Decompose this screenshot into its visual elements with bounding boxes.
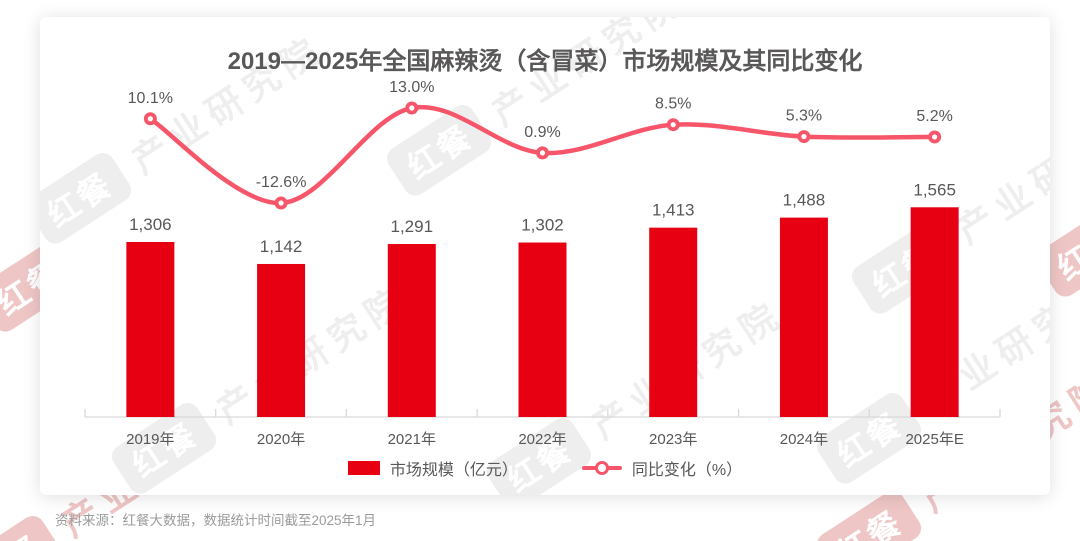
x-axis-label: 2022年 <box>518 431 566 448</box>
yoy-value-label: 8.5% <box>655 96 691 113</box>
bar-value-label: 1,291 <box>391 217 434 236</box>
bar-value-label: 1,413 <box>652 201 695 220</box>
yoy-value-label: 0.9% <box>524 124 560 141</box>
x-axis-label: 2023年 <box>649 431 697 448</box>
yoy-marker-hole <box>147 116 153 122</box>
legend-item-market-size: 市场规模（亿元） <box>347 456 518 480</box>
data-source-note: 资料来源：红餐大数据，数据统计时间截至2025年1月 <box>55 513 377 528</box>
yoy-value-label: 5.2% <box>916 108 952 125</box>
bar <box>779 217 828 417</box>
bar-value-label: 1,565 <box>913 180 956 199</box>
yoy-marker-hole <box>409 105 415 111</box>
yoy-value-label: 13.0% <box>389 79 434 96</box>
yoy-marker-hole <box>278 200 284 206</box>
x-axis-label: 2019年 <box>126 431 174 448</box>
chart-title: 2019—2025年全国麻辣烫（含冒菜）市场规模及其同比变化 <box>227 48 863 75</box>
yoy-marker-hole <box>801 133 807 140</box>
x-axis-label: 2025年E <box>905 431 963 448</box>
combo-chart: 1,306 2019年 1,142 2020年 1,291 2021年 1,302 2022年… <box>84 79 1001 448</box>
bar-value-label: 1,142 <box>260 237 303 256</box>
line-swatch-marker-icon <box>594 461 609 475</box>
bar-value-label: 1,302 <box>521 216 564 235</box>
bar-value-label: 1,306 <box>129 215 172 234</box>
bar <box>518 242 567 417</box>
x-axis-label: 2024年 <box>780 431 828 448</box>
bar <box>257 263 306 417</box>
chart-card: 红餐产业研究院红餐产业研究院红餐产业研究院红餐产业研究院红餐产业研究院红餐产业研… <box>40 17 1050 495</box>
bar <box>126 241 175 417</box>
yoy-marker-hole <box>670 122 676 128</box>
yoy-value-label: 5.3% <box>786 108 822 125</box>
yoy-value-label: 10.1% <box>128 90 173 107</box>
legend-label-yoy: 同比变化（%） <box>631 462 743 479</box>
x-axis-label: 2020年 <box>257 431 305 448</box>
yoy-marker-hole <box>932 134 938 140</box>
bar <box>910 207 959 417</box>
line-series-swatch <box>581 461 622 475</box>
bar <box>649 227 698 417</box>
legend-item-yoy: 同比变化（%） <box>581 456 743 480</box>
chart-legend: 市场规模（亿元） 同比变化（%） <box>40 456 1050 480</box>
yoy-value-label: -12.6% <box>256 174 307 191</box>
legend-label-market-size: 市场规模（亿元） <box>389 462 518 479</box>
x-axis-label: 2021年 <box>388 431 436 448</box>
bar-series-swatch <box>347 461 380 475</box>
yoy-marker-hole <box>539 150 546 156</box>
bar <box>387 244 436 417</box>
bar-value-label: 1,488 <box>783 191 826 210</box>
